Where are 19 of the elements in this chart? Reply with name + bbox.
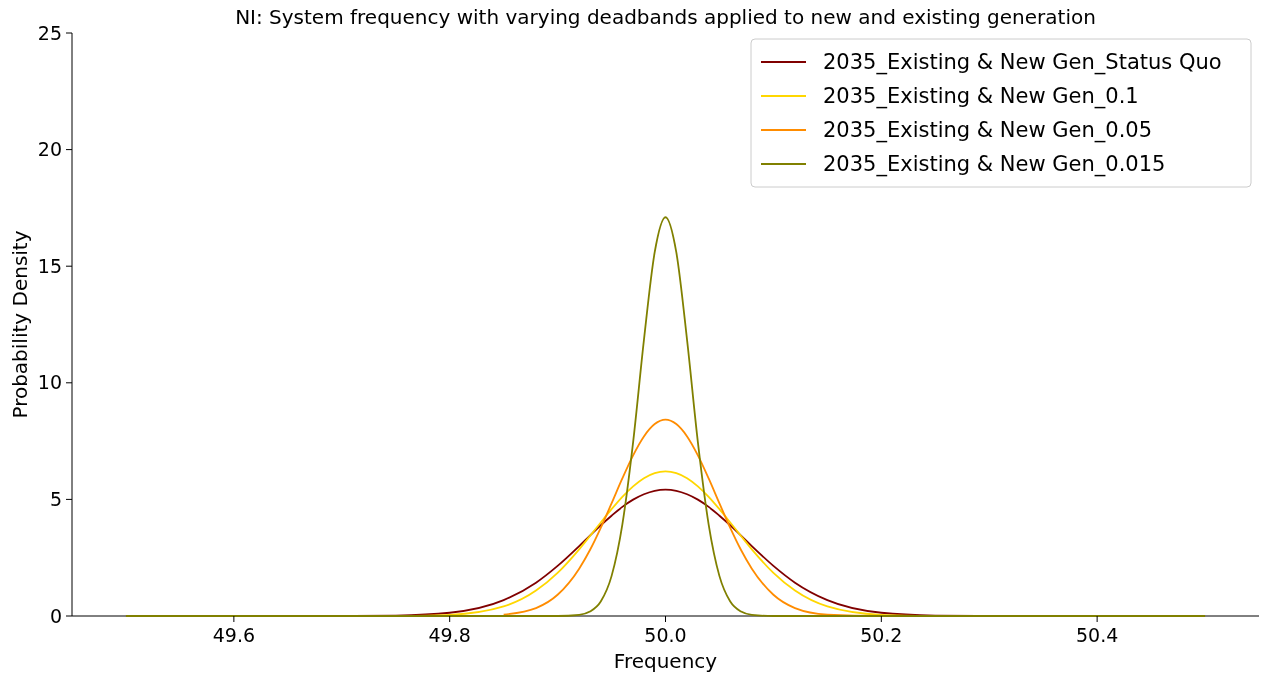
legend-label: 2035_Existing & New Gen_Status Quo: [823, 50, 1222, 76]
y-axis-title: Probability Density: [8, 230, 32, 419]
x-tick-label: 50.0: [644, 624, 687, 646]
x-tick-label: 50.4: [1075, 624, 1119, 646]
x-tick-label: 50.2: [860, 624, 903, 646]
y-tick-label: 0: [49, 604, 62, 627]
x-tick-label: 49.8: [428, 624, 471, 646]
legend-label: 2035_Existing & New Gen_0.1: [823, 84, 1139, 110]
x-tick-label: 49.6: [212, 624, 256, 646]
y-tick-label: 20: [37, 138, 62, 161]
legend-label: 2035_Existing & New Gen_0.05: [823, 118, 1153, 144]
legend-label: 2035_Existing & New Gen_0.015: [823, 152, 1166, 178]
y-tick-label: 25: [37, 21, 62, 44]
x-axis-title: Frequency: [613, 649, 718, 673]
chart-title: NI: System frequency with varying deadbands applied to new and existing generation: [235, 5, 1096, 29]
line-series: [125, 216, 1206, 617]
y-tick-label: 10: [37, 371, 62, 394]
y-tick-label: 15: [37, 254, 62, 277]
y-tick-label: 5: [49, 488, 62, 511]
